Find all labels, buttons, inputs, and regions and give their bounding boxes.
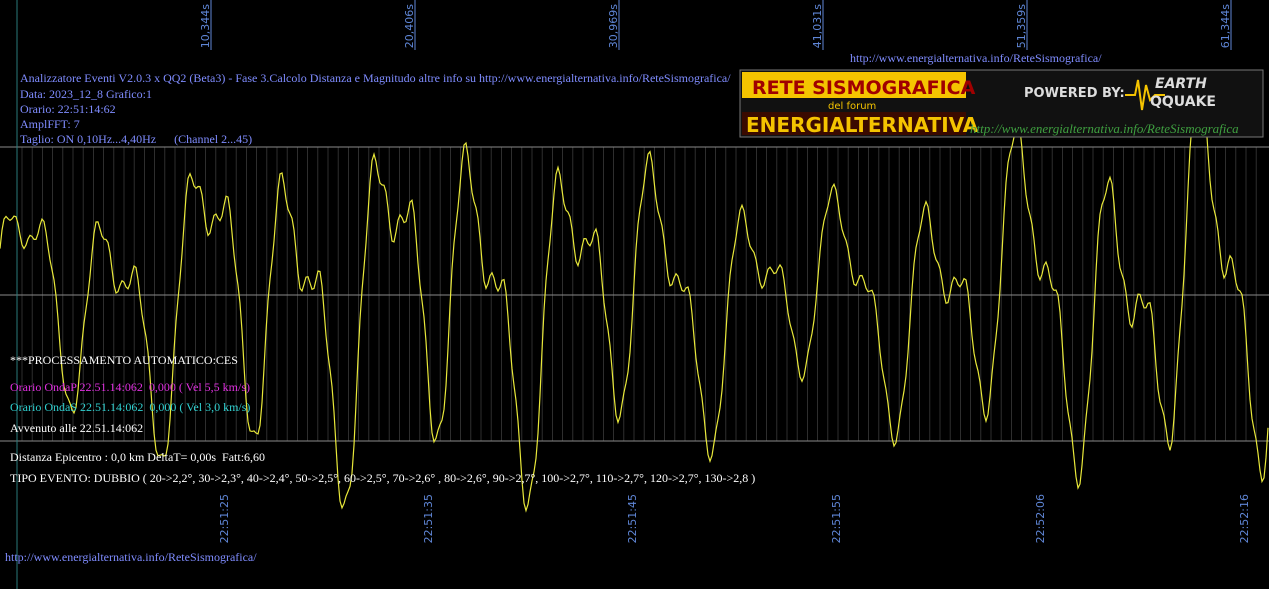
waveform [0,92,1269,513]
processing-title: ***PROCESSAMENTO AUTOMATICO:CES [10,353,238,367]
bottom-label: 22:51:45 [626,494,639,543]
header-line: Orario: 22:51:14:62 [20,102,116,116]
logo-quake: QQUAKE [1150,94,1216,110]
logo-powered: POWERED BY: [1024,86,1125,101]
onda-s: Orario OndaS 22.51.14:062 0,000 ( Vel 3,… [10,400,250,414]
bottom-label: 22:52:16 [1238,494,1251,543]
tipo-evento: TIPO EVENTO: DUBBIO ( 20->2,2°, 30->2,3°… [10,471,755,485]
bottom-label: 22:51:35 [422,494,435,543]
logo-title: RETE SISMOGRAFICA [752,77,976,99]
top-label: 10,344s [199,4,212,48]
bottom-label: 22:51:25 [218,494,231,543]
top-label: 20,406s [403,4,416,48]
logo-band [742,72,966,98]
logo-url: http://www.energialternativa.info/ReteSi… [970,121,1239,136]
top-label: 51,359s [1015,4,1028,48]
logo-band [742,112,966,135]
logo: RETE SISMOGRAFICA del forum ENERGIALTERN… [739,69,1264,138]
header-line: Data: 2023_12_8 Grafico:1 [20,87,152,101]
top-label: 30,969s [607,4,620,48]
top-label: 41,031s [811,4,824,48]
logo-earth: EARTH [1155,76,1207,92]
logo-name: ENERGIALTERNATIVA [746,113,979,137]
header-line: Analizzatore Eventi V2.0.3 x QQ2 (Beta3)… [20,71,731,85]
logo-subtitle: del forum [828,101,876,112]
header-line: Taglio: ON 0,10Hz...4,40Hz (Channel 2...… [20,132,252,146]
top-labels: 10,344s 20,406s 30,969s 41,031s 51,359s 61,34… [199,0,1232,50]
header-line: AmplFFT: 7 [20,117,80,131]
footer-url: http://www.energialternativa.info/ReteSi… [5,550,257,564]
top-label: 61,344s [1219,4,1232,48]
bottom-labels: 22:51:25 22:51:35 22:51:45 22:51:55 22:52:06… [218,494,1251,543]
header-url: http://www.energialternativa.info/ReteSi… [850,51,1102,65]
bottom-label: 22:51:55 [830,494,843,543]
onda-p: Orario OndaP 22.51.14:062 0,000 ( Vel 5,… [10,380,250,394]
grid [21,147,1257,441]
distanza: Distanza Epicentro : 0,0 km DeltaT= 0,00… [10,450,265,464]
bottom-label: 22:52:06 [1034,494,1047,543]
avvenuto: Avvenuto alle 22.51.14:062 [10,421,143,435]
logo-icon [1125,79,1165,111]
